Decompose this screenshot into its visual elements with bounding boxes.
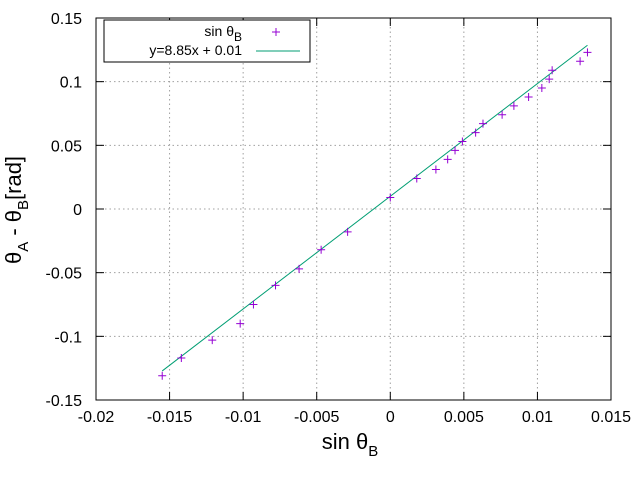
data-point (412, 174, 421, 183)
legend-label-fit-line: y=8.85x + 0.01 (149, 42, 242, 58)
data-point (249, 300, 258, 309)
y-tick-label: 0.05 (51, 138, 82, 155)
data-point (471, 128, 480, 137)
data-point (583, 48, 592, 57)
fit-line (161, 44, 588, 372)
data-point (271, 281, 280, 290)
data-point (158, 371, 167, 380)
data-point (177, 353, 186, 362)
legend-label-points: sin θB (204, 23, 242, 44)
x-axis-label-main: sin θ (322, 429, 368, 454)
data-point (548, 66, 557, 75)
legend: sin θB y=8.85x + 0.01 (103, 19, 311, 63)
grid-lines (95, 17, 612, 401)
y-tick-label: -0.15 (46, 393, 83, 410)
y-tick-label: 0.1 (60, 75, 82, 92)
legend-label-points-main: sin θ (204, 23, 234, 39)
legend-box (103, 19, 311, 63)
y-tick-label: 0 (73, 202, 82, 219)
data-point (458, 137, 467, 146)
data-point (545, 75, 554, 84)
data-point (386, 193, 395, 202)
legend-label-points-sub: B (234, 30, 242, 44)
legend-marker-plus (272, 28, 280, 36)
y-tick-label: 0.15 (51, 11, 82, 28)
data-point (576, 57, 585, 66)
legend-plus-glyph (272, 28, 280, 36)
y-tick-label: -0.1 (54, 329, 82, 346)
y-tick-label: -0.05 (46, 266, 83, 283)
data-point (208, 336, 217, 345)
y-axis-label-sub1: A (15, 242, 32, 252)
x-axis-label-sub: B (368, 443, 378, 460)
data-point (236, 319, 245, 328)
data-point (443, 155, 452, 164)
x-tick-label: -0.01 (225, 409, 262, 426)
y-axis-label-part3: [rad] (1, 156, 26, 200)
y-axis-label-sub2: B (15, 200, 32, 210)
data-point (509, 101, 518, 110)
data-point (498, 110, 507, 119)
y-axis-label-part1: θ (1, 252, 26, 264)
data-point (343, 227, 352, 236)
data-point (317, 245, 326, 254)
y-axis-label: θA - θB[rad] (1, 156, 32, 264)
x-tick-label: 0 (386, 409, 395, 426)
data-point (537, 84, 546, 93)
x-tick-label: 0.005 (444, 409, 484, 426)
x-tick-label: -0.015 (147, 409, 192, 426)
x-tick-label: 0.01 (522, 409, 553, 426)
data-point (524, 92, 533, 101)
y-axis-label-part2: - θ (1, 210, 26, 242)
data-point (295, 264, 304, 273)
data-point (431, 165, 440, 174)
x-tick-label: -0.005 (294, 409, 339, 426)
axis-ticks: -0.02 -0.015 -0.01 -0.005 0 0.005 0.01 0.015 -0.… (46, 11, 632, 426)
x-tick-label: 0.015 (591, 409, 631, 426)
x-axis-label: sin θB (322, 429, 379, 460)
plot-data (158, 44, 592, 380)
data-point (451, 146, 460, 155)
data-point (478, 119, 487, 128)
x-tick-label: -0.02 (78, 409, 115, 426)
